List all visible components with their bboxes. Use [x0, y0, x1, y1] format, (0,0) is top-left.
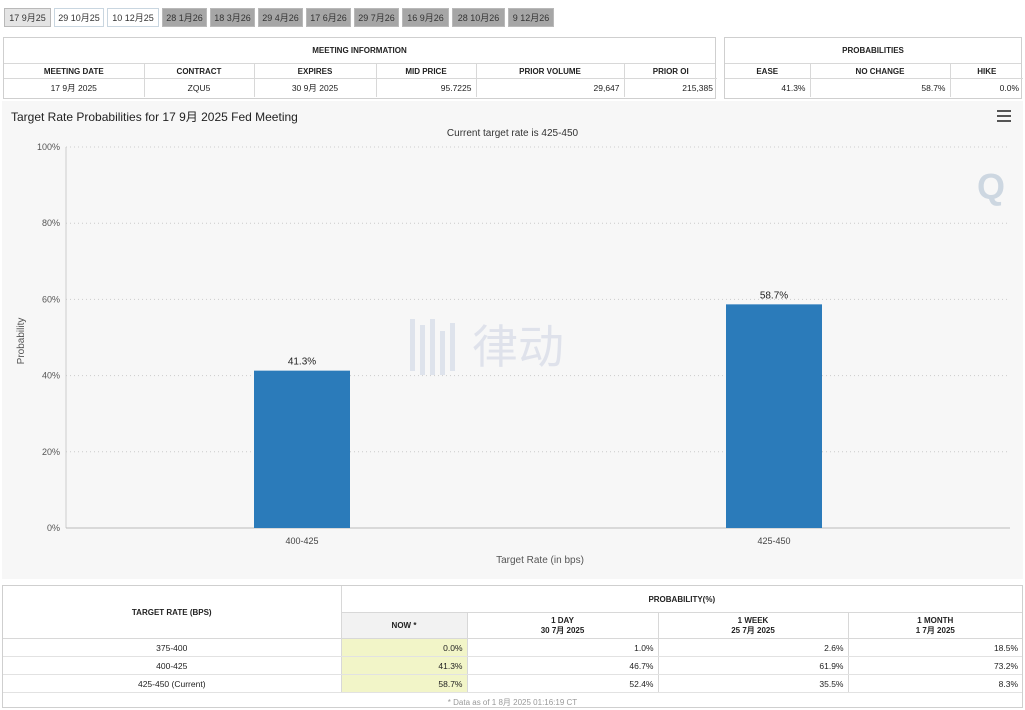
- bar-data-label: 58.7%: [760, 290, 788, 301]
- meeting-tab-9[interactable]: 28 10月26: [452, 8, 505, 27]
- probability-history-panel: TARGET RATE (BPS) PROBABILITY(%) NOW * 1…: [2, 585, 1023, 708]
- ease-header: EASE: [725, 64, 811, 79]
- hamburger-menu-icon[interactable]: [997, 110, 1011, 122]
- meeting-tab-5[interactable]: 29 4月26: [258, 8, 303, 27]
- probabilities-panel: PROBABILITIES EASE NO CHANGE HIKE 41.3% …: [724, 37, 1023, 99]
- probability-cell: 61.9%: [658, 656, 849, 675]
- probabilities-table: EASE NO CHANGE HIKE 41.3% 58.7% 0.0%: [725, 64, 1023, 97]
- y-tick-label: 20%: [42, 447, 60, 457]
- y-tick-label: 80%: [42, 218, 60, 228]
- mid-price-value: 95.7225: [376, 78, 477, 97]
- contract-value: ZQU5: [144, 78, 255, 97]
- target-rate-cell: 375-400: [3, 638, 342, 657]
- prior-oi-value: 215,385: [682, 83, 713, 93]
- x-axis-label: Target Rate (in bps): [496, 555, 584, 566]
- probability-row: 375-400 0.0% 1.0% 2.6% 18.5%: [3, 638, 1023, 657]
- probability-row: 425-450 (Current) 58.7% 52.4% 35.5% 8.3%: [3, 674, 1023, 693]
- probability-cell: 2.6%: [658, 638, 849, 657]
- prior-volume-header: PRIOR VOLUME: [476, 64, 625, 79]
- bar-400-425[interactable]: [254, 370, 350, 528]
- probability-cell: 0.0%: [341, 638, 468, 657]
- probability-row: 400-425 41.3% 46.7% 61.9% 73.2%: [3, 656, 1023, 675]
- data-timestamp-footnote: * Data as of 1 8月 2025 01:16:19 CT: [447, 698, 578, 707]
- probability-cell: 18.5%: [848, 638, 1023, 657]
- prior-oi-header: PRIOR OI: [624, 64, 717, 79]
- expires-header: EXPIRES: [254, 64, 377, 79]
- bar-chart: 律动 Q 0% 20% 40% 60% 80% 100% 41.3% 400-425 58.7…: [16, 142, 1010, 566]
- probability-cell: 52.4%: [467, 674, 659, 693]
- probability-history-table: TARGET RATE (BPS) PROBABILITY(%) NOW * 1…: [3, 586, 1023, 693]
- probability-cell: 1.0%: [467, 638, 659, 657]
- no-change-value: 58.7%: [810, 78, 951, 97]
- y-tick-label: 100%: [37, 142, 60, 152]
- prior-volume-value: 29,647: [476, 78, 625, 97]
- y-tick-label: 0%: [47, 523, 60, 533]
- probability-cell: 58.7%: [341, 674, 468, 693]
- bar-425-450[interactable]: [726, 304, 822, 528]
- meeting-information-panel: MEETING INFORMATION MEETING DATE CONTRAC…: [3, 37, 717, 99]
- meeting-tab-3[interactable]: 28 1月26: [162, 8, 207, 27]
- meeting-tab-2[interactable]: 10 12月25: [107, 8, 159, 27]
- probability-group-header: PROBABILITY(%): [341, 586, 1023, 613]
- chart-subtitle: Current target rate is 425-450: [446, 128, 579, 139]
- one-day-header: 1 DAY 30 7月 2025: [467, 612, 659, 639]
- meeting-tab-4[interactable]: 18 3月26: [210, 8, 255, 27]
- probability-cell: 35.5%: [658, 674, 849, 693]
- meeting-tab-7[interactable]: 29 7月26: [354, 8, 399, 27]
- now-header: NOW *: [341, 612, 468, 639]
- svg-text:Q: Q: [977, 166, 1005, 207]
- one-month-header: 1 MONTH 1 7月 2025: [848, 612, 1023, 639]
- chart-title: Target Rate Probabilities for 17 9月 2025…: [11, 110, 298, 124]
- meeting-information-title: MEETING INFORMATION: [4, 38, 715, 64]
- target-rate-chart-panel: Target Rate Probabilities for 17 9月 2025…: [2, 101, 1023, 579]
- probability-cell: 73.2%: [848, 656, 1023, 675]
- ease-value: 41.3%: [725, 78, 811, 97]
- mid-price-header: MID PRICE: [376, 64, 477, 79]
- meeting-date-value: 17 9月 2025: [4, 78, 145, 97]
- watermark-text: 律动: [472, 321, 564, 373]
- no-change-header: NO CHANGE: [810, 64, 951, 79]
- probabilities-title: PROBABILITIES: [725, 38, 1021, 64]
- corner-q-logo: Q: [977, 166, 1005, 207]
- y-axis-label: Probability: [16, 318, 27, 365]
- watermark-logo: [410, 319, 455, 375]
- meeting-tab-0[interactable]: 17 9月25: [4, 8, 51, 27]
- one-week-header: 1 WEEK 25 7月 2025: [658, 612, 849, 639]
- probability-cell: 8.3%: [848, 674, 1023, 693]
- hike-value: 0.0%: [999, 83, 1019, 93]
- hike-header: HIKE: [950, 64, 1023, 79]
- bar-data-label: 41.3%: [288, 357, 316, 368]
- x-tick-label: 400-425: [285, 536, 318, 546]
- meeting-tab-6[interactable]: 17 6月26: [306, 8, 351, 27]
- x-tick-label: 425-450: [757, 536, 790, 546]
- y-tick-label: 40%: [42, 371, 60, 381]
- probability-cell: 41.3%: [341, 656, 468, 675]
- target-rate-header: TARGET RATE (BPS): [3, 586, 342, 639]
- meeting-information-table: MEETING DATE CONTRACT EXPIRES MID PRICE …: [4, 64, 717, 97]
- target-rate-cell: 400-425: [3, 656, 342, 675]
- contract-header: CONTRACT: [144, 64, 255, 79]
- target-rate-cell: 425-450 (Current): [3, 674, 342, 693]
- meeting-tab-1[interactable]: 29 10月25: [54, 8, 104, 27]
- probability-cell: 46.7%: [467, 656, 659, 675]
- meeting-date-header: MEETING DATE: [4, 64, 145, 79]
- y-tick-label: 60%: [42, 294, 60, 304]
- meeting-tab-10[interactable]: 9 12月26: [508, 8, 554, 27]
- meeting-tab-8[interactable]: 16 9月26: [402, 8, 449, 27]
- expires-value: 30 9月 2025: [254, 78, 377, 97]
